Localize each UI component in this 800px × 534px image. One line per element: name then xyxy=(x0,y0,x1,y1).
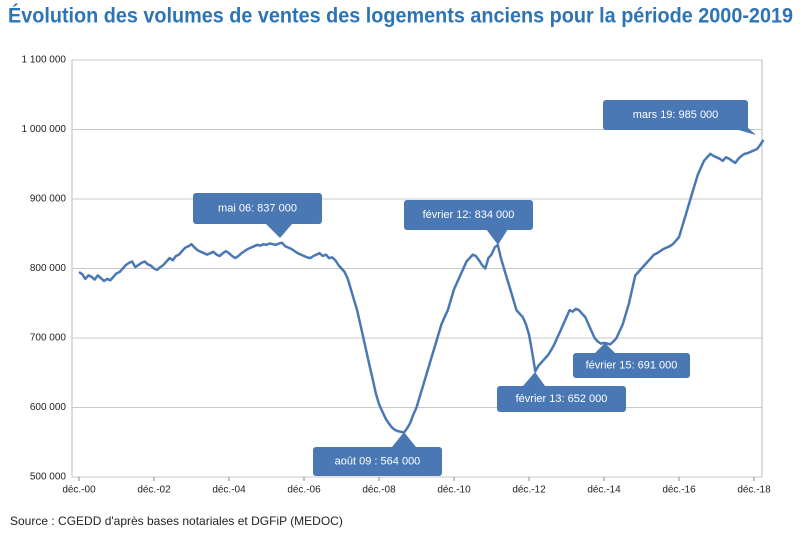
x-tick-label: déc.-00 xyxy=(62,485,96,496)
callout-pointer xyxy=(595,343,615,353)
x-tick-label: déc.-12 xyxy=(512,485,546,496)
callout-pointer xyxy=(392,432,416,447)
callout-box xyxy=(603,100,748,130)
callout-pointer xyxy=(266,224,292,238)
y-tick-label: 700 000 xyxy=(30,333,67,344)
callout-label: août 09 : 564 000 xyxy=(335,455,421,467)
x-tick-label: déc.-14 xyxy=(587,485,621,496)
callout-label: février 12: 834 000 xyxy=(423,209,515,221)
y-tick-label: 800 000 xyxy=(30,263,67,274)
callout-box xyxy=(573,353,690,378)
callout-label: février 15: 691 000 xyxy=(586,359,678,371)
callout-label: février 13: 652 000 xyxy=(516,393,608,405)
x-tick-label: déc.-08 xyxy=(362,485,396,496)
callout-label: mai 06: 837 000 xyxy=(218,202,297,214)
x-tick-label: déc.-18 xyxy=(737,485,771,496)
x-tick-label: déc.-02 xyxy=(137,485,171,496)
callout-box xyxy=(497,386,626,412)
y-tick-label: 900 000 xyxy=(30,194,67,205)
y-tick-label: 500 000 xyxy=(30,472,67,483)
source-note: Source : CGEDD d'après bases notariales … xyxy=(10,514,343,528)
data-line xyxy=(78,139,765,434)
x-tick-label: déc.-16 xyxy=(662,485,696,496)
chart-title: Évolution des volumes de ventes des loge… xyxy=(8,5,793,28)
x-tick-label: déc.-06 xyxy=(287,485,321,496)
callout-label: mars 19: 985 000 xyxy=(633,109,719,121)
callout-box xyxy=(404,200,533,230)
callout-pointer xyxy=(523,372,545,386)
y-tick-label: 1 000 000 xyxy=(22,124,67,135)
callout-box xyxy=(313,447,442,476)
callout-box xyxy=(193,193,322,224)
x-tick-label: déc.-10 xyxy=(437,485,471,496)
callout-pointer xyxy=(486,229,508,245)
x-tick-label: déc.-04 xyxy=(212,485,246,496)
y-tick-label: 1 100 000 xyxy=(22,55,67,66)
y-tick-label: 600 000 xyxy=(30,402,67,413)
